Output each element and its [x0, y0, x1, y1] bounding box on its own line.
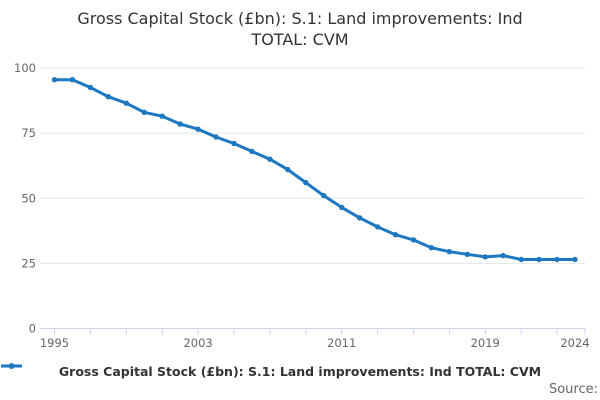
x-axis-label-2011: 2011: [327, 336, 356, 350]
data-point-2020: [500, 252, 506, 259]
data-point-2003: [195, 126, 201, 132]
legend-series-label: Gross Capital Stock (£bn): S.1: Land imp…: [58, 363, 542, 379]
x-axis-label-2003: 2003: [183, 336, 212, 350]
y-axis-label-100: 100: [14, 61, 36, 75]
data-point-2005: [231, 140, 237, 147]
data-point-2001: [159, 113, 165, 119]
chart-title: Gross Capital Stock (£bn): S.1: Land imp…: [0, 8, 600, 50]
chart-title-line2: TOTAL: CVM: [251, 30, 349, 49]
data-point-2007: [267, 156, 273, 162]
data-point-2002: [177, 121, 183, 127]
data-point-2019: [482, 254, 488, 260]
y-axis-label-50: 50: [21, 191, 36, 205]
data-point-2008: [285, 166, 291, 173]
data-point-2004: [213, 134, 219, 140]
data-point-1996: [69, 77, 76, 83]
legend[interactable]: Gross Capital Stock (£bn): S.1: Land imp…: [0, 361, 600, 381]
data-point-2022: [536, 256, 542, 263]
data-point-2009: [303, 179, 309, 186]
data-point-2013: [374, 224, 381, 230]
data-point-2000: [141, 109, 147, 116]
source-credit: Source:: [548, 382, 598, 397]
data-point-2010: [321, 192, 327, 199]
x-axis-label-2019: 2019: [471, 336, 500, 350]
data-point-1997: [87, 84, 94, 91]
x-axis-label-2024: 2024: [560, 336, 589, 350]
data-point-2014: [392, 232, 399, 238]
data-point-2016: [428, 245, 435, 251]
data-point-2015: [410, 237, 417, 243]
data-point-2018: [464, 251, 470, 257]
data-point-2024: [572, 256, 578, 263]
data-point-2021: [518, 256, 524, 263]
x-axis-label-1995: 1995: [40, 336, 69, 350]
data-point-1995: [51, 77, 58, 83]
data-point-2012: [356, 215, 363, 221]
data-point-2017: [446, 249, 453, 255]
y-axis-label-75: 75: [21, 126, 36, 140]
data-point-2006: [249, 148, 255, 155]
series-line: [53, 78, 577, 261]
chart-title-line1: Gross Capital Stock (£bn): S.1: Land imp…: [77, 9, 523, 28]
data-point-1998: [105, 94, 112, 100]
data-point-1999: [123, 100, 129, 106]
data-point-2023: [554, 256, 560, 263]
y-axis-label-25: 25: [21, 256, 36, 270]
y-axis-label-0: 0: [29, 322, 36, 336]
data-point-2011: [339, 204, 345, 211]
legend-series-marker-icon: [1, 363, 22, 369]
